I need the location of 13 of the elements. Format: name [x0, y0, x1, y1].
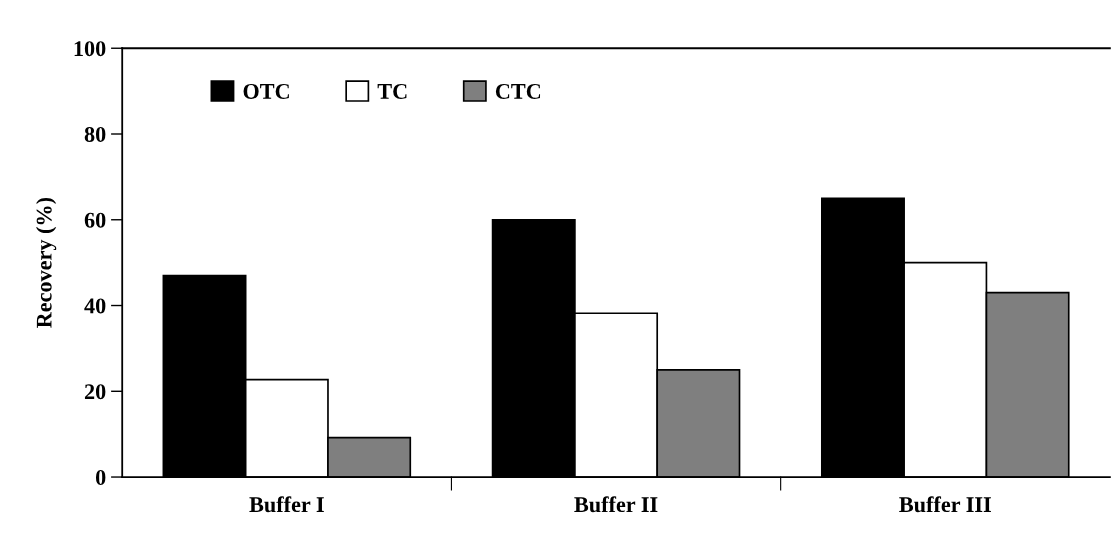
- y-tick-label: 0: [95, 469, 106, 485]
- y-tick-label: 100: [74, 41, 106, 57]
- x-tick-label: Buffer II: [574, 496, 658, 513]
- y-tick-label: 40: [84, 298, 106, 314]
- legend-label: TC: [377, 83, 407, 99]
- legend-label: OTC: [243, 83, 289, 99]
- y-tick-label: 80: [84, 126, 106, 142]
- y-tick-label: 20: [84, 384, 106, 400]
- y-axis-title: Recovery (%): [36, 197, 57, 328]
- x-tick-label: Buffer III: [899, 496, 991, 513]
- y-tick-label: 60: [84, 212, 106, 228]
- x-tick-label: Buffer I: [249, 496, 324, 513]
- legend-label: CTC: [495, 83, 541, 99]
